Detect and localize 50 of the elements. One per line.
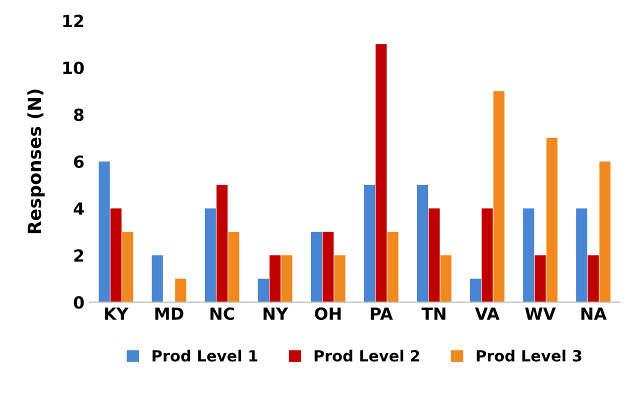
x-tick-label: NA: [581, 308, 607, 320]
y-axis-title: Responses (N): [27, 90, 45, 234]
bar: [470, 278, 482, 302]
legend-label: Prod Level 1: [152, 350, 258, 362]
x-tick-label: MD: [155, 308, 184, 320]
y-tick-label: 8: [74, 108, 84, 122]
y-tick-label: 6: [74, 155, 84, 168]
bar: [98, 161, 110, 302]
x-tick-label: WV: [525, 308, 556, 320]
bar: [428, 208, 440, 302]
y-tick-label: 10: [63, 62, 84, 74]
bar: [416, 184, 428, 302]
bar: [270, 255, 281, 302]
bar: [228, 232, 240, 302]
bar: [599, 161, 611, 302]
bar: [175, 278, 186, 302]
x-tick-label: NY: [264, 308, 288, 320]
x-tick-label: TN: [422, 308, 446, 320]
legend-label: Prod Level 3: [476, 350, 582, 362]
y-tick-label: 0: [74, 296, 84, 309]
x-tick-label: VA: [474, 308, 500, 320]
y-tick-label: 12: [63, 14, 84, 28]
bar: [152, 255, 163, 302]
bar: [281, 255, 292, 302]
bar: [387, 232, 398, 302]
y-tick-label: 4: [74, 202, 84, 215]
bar: [440, 255, 452, 302]
x-tick-label: OH: [314, 307, 341, 320]
bar: [376, 44, 387, 302]
bar: [322, 232, 334, 302]
bar: [216, 184, 228, 302]
bar: [310, 232, 322, 302]
x-tick-label: KY: [105, 308, 129, 320]
bar: [122, 232, 134, 302]
bar: [258, 278, 269, 302]
bar: [576, 208, 588, 302]
y-tick-label: 2: [74, 249, 84, 262]
bar: [364, 184, 376, 302]
bar: [534, 255, 546, 302]
bar: [204, 208, 216, 302]
bar: [546, 138, 558, 302]
bar: [588, 255, 599, 302]
bar: [482, 208, 493, 302]
bar: [110, 208, 122, 302]
x-tick-label: NC: [210, 307, 234, 320]
legend-label: Prod Level 2: [314, 350, 420, 362]
bar: [334, 255, 346, 302]
bar: [493, 91, 504, 302]
x-tick-label: PA: [370, 308, 393, 320]
bar: [523, 208, 534, 302]
